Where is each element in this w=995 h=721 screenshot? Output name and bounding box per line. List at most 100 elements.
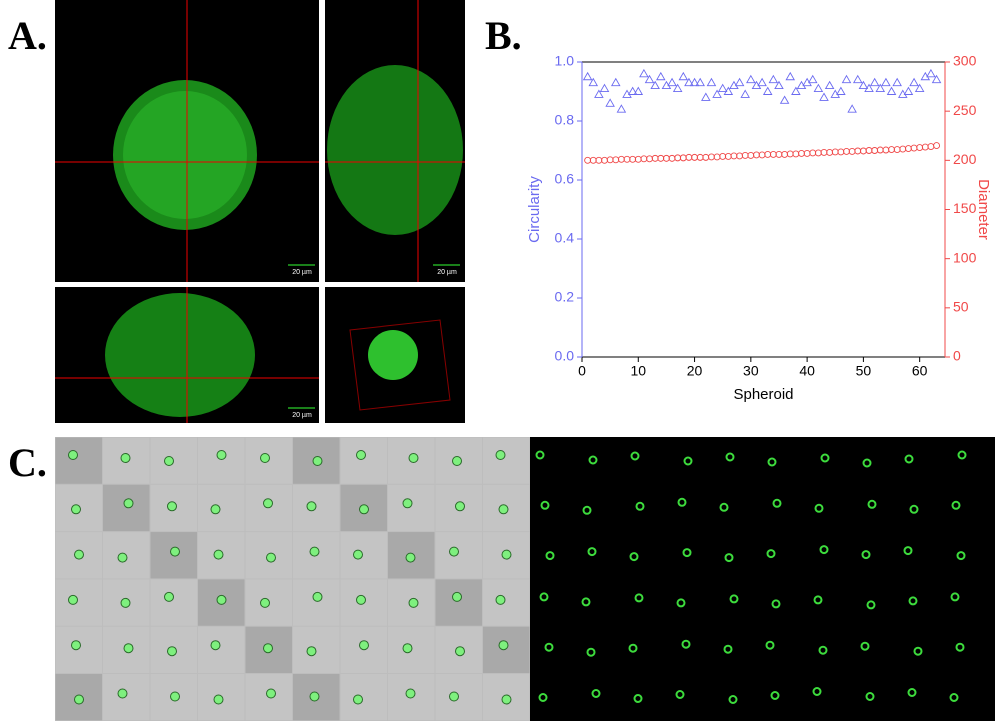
spheroid bbox=[117, 552, 128, 563]
point bbox=[858, 80, 869, 90]
spheroid bbox=[449, 546, 459, 557]
spheroid bbox=[452, 456, 462, 466]
point bbox=[914, 83, 925, 92]
point bbox=[786, 150, 794, 158]
point bbox=[859, 147, 867, 155]
point bbox=[875, 83, 886, 92]
spheroid bbox=[164, 591, 174, 602]
point bbox=[820, 149, 828, 156]
spheroid bbox=[729, 594, 739, 604]
spheroid bbox=[309, 546, 320, 557]
point bbox=[899, 145, 907, 153]
spheroid bbox=[956, 551, 966, 561]
spheroid bbox=[405, 552, 416, 563]
spheroid bbox=[408, 453, 419, 463]
point bbox=[701, 92, 711, 101]
point bbox=[617, 155, 625, 163]
y2-tick-label: 250 bbox=[953, 102, 977, 118]
point bbox=[898, 89, 908, 98]
point bbox=[606, 156, 614, 164]
point bbox=[589, 156, 597, 164]
point bbox=[610, 77, 621, 87]
spheroid bbox=[356, 450, 366, 460]
x-tick-label: 0 bbox=[578, 363, 586, 379]
spheroid bbox=[498, 504, 509, 515]
spheroid bbox=[353, 549, 363, 560]
spheroid bbox=[676, 598, 686, 608]
panel-label: A. bbox=[8, 13, 47, 58]
point bbox=[819, 92, 829, 101]
spheroid bbox=[353, 694, 363, 705]
spheroid bbox=[587, 547, 597, 557]
point bbox=[633, 86, 644, 95]
point bbox=[691, 153, 699, 161]
point bbox=[888, 146, 895, 153]
point bbox=[706, 77, 717, 87]
spheroid bbox=[356, 594, 366, 605]
point bbox=[717, 83, 728, 92]
y-tick-label: 0.8 bbox=[555, 112, 575, 128]
spheroid bbox=[213, 549, 224, 560]
spheroid bbox=[586, 647, 596, 657]
point bbox=[661, 80, 672, 90]
point bbox=[640, 155, 648, 163]
point bbox=[864, 83, 874, 92]
point bbox=[876, 146, 884, 154]
point bbox=[639, 68, 649, 78]
y2-axis-label: Diameter bbox=[975, 179, 992, 240]
spheroid bbox=[630, 451, 640, 461]
spheroid bbox=[120, 453, 131, 463]
panel-label: C. bbox=[8, 440, 47, 485]
point bbox=[644, 74, 655, 84]
point bbox=[826, 149, 834, 156]
tile bbox=[435, 579, 482, 626]
point bbox=[910, 144, 918, 152]
point bbox=[629, 155, 637, 163]
spheroid bbox=[170, 546, 180, 557]
tile bbox=[340, 532, 387, 579]
point bbox=[904, 145, 912, 152]
point bbox=[781, 150, 789, 158]
point bbox=[622, 89, 632, 98]
spheroid bbox=[495, 594, 506, 605]
spheroid bbox=[495, 450, 506, 460]
point bbox=[662, 154, 670, 162]
scale-bar-label: 20 µm bbox=[292, 412, 312, 419]
spheroid bbox=[950, 592, 960, 602]
point bbox=[684, 77, 694, 87]
spheroid bbox=[771, 599, 781, 609]
fluorescence-montage bbox=[530, 437, 995, 721]
spheroid bbox=[312, 456, 323, 466]
y-tick-label: 0.6 bbox=[555, 171, 575, 187]
spheroid bbox=[819, 545, 829, 555]
spheroid bbox=[633, 694, 643, 703]
scale-bar-label: 20 µm bbox=[437, 269, 457, 276]
point bbox=[869, 77, 880, 87]
point bbox=[584, 156, 592, 164]
point bbox=[736, 152, 744, 160]
spheroid bbox=[266, 552, 276, 563]
spheroid bbox=[402, 643, 413, 654]
point bbox=[695, 77, 705, 87]
spheroid bbox=[909, 504, 919, 514]
point bbox=[646, 155, 653, 163]
spheroid bbox=[359, 504, 369, 515]
spheroid bbox=[501, 549, 512, 560]
spheroid bbox=[498, 640, 509, 651]
spheroid bbox=[677, 497, 687, 507]
point bbox=[769, 150, 777, 158]
y-axis-label: Circularity bbox=[526, 176, 543, 243]
point bbox=[824, 80, 835, 90]
spheroid bbox=[904, 454, 914, 464]
point bbox=[599, 83, 610, 92]
spheroid bbox=[861, 550, 871, 560]
point bbox=[926, 68, 936, 78]
point bbox=[921, 143, 929, 151]
y-tick-label: 1.0 bbox=[555, 53, 575, 69]
spheroid bbox=[402, 498, 413, 509]
point bbox=[730, 152, 738, 160]
x-axis-label: Spheroid bbox=[733, 386, 793, 403]
spheroid bbox=[588, 455, 598, 465]
y-tick-label: 0.2 bbox=[555, 289, 575, 305]
